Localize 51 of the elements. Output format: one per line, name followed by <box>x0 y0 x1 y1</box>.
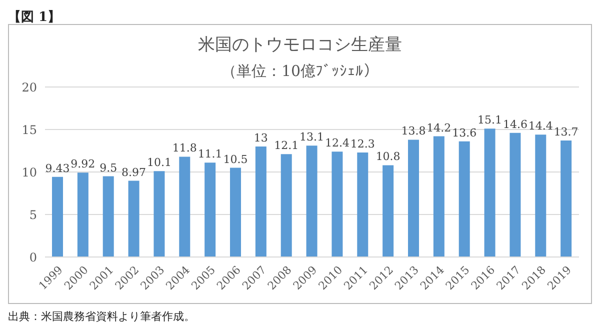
bar <box>154 171 165 257</box>
bar <box>458 141 470 257</box>
y-tick-label: 15 <box>22 122 37 137</box>
data-label: 10.1 <box>146 156 172 170</box>
y-tick-label: 20 <box>22 80 37 94</box>
data-label: 11.8 <box>172 142 197 155</box>
chart-subtitle: （単位：10億ﾌﾞｯｼｪﾙ） <box>220 62 380 81</box>
bar <box>102 176 114 257</box>
bar <box>332 152 343 257</box>
bar <box>357 152 368 257</box>
data-label: 10.8 <box>376 150 400 164</box>
bar <box>560 140 572 257</box>
data-label: 13.6 <box>452 126 477 140</box>
bar <box>510 132 521 257</box>
data-label: 13.7 <box>554 126 578 139</box>
bar <box>484 128 496 257</box>
data-label: 9.92 <box>70 158 96 171</box>
bar <box>382 165 394 257</box>
data-label: 15.1 <box>478 114 502 127</box>
bar <box>255 146 266 257</box>
data-label: 12.3 <box>350 137 375 150</box>
bar <box>433 136 444 257</box>
chart-title: 米国のトウモロコシ生産量 <box>197 34 403 56</box>
bar <box>408 140 419 257</box>
bar <box>179 156 190 257</box>
data-label: 9.43 <box>45 162 70 175</box>
data-label: 11.1 <box>198 148 222 161</box>
y-tick-label: 0 <box>29 250 37 264</box>
data-label: 9.5 <box>100 161 118 174</box>
bar <box>535 134 546 257</box>
data-label: 14.6 <box>502 118 528 131</box>
bar <box>230 168 241 257</box>
bar <box>77 172 88 257</box>
bar <box>128 180 140 257</box>
text: 【図 1】 <box>8 9 62 25</box>
y-tick-label: 10 <box>22 165 37 180</box>
data-label: 13.1 <box>300 130 324 144</box>
data-label: 12.4 <box>324 136 350 150</box>
data-label: 13 <box>254 132 268 144</box>
data-label: 14.4 <box>528 120 553 133</box>
y-tick-label: 5 <box>29 208 37 222</box>
data-label: 13.8 <box>401 124 426 138</box>
source-note: 出典：米国農務省資料より筆者作成。 <box>8 309 196 324</box>
bar <box>306 146 318 257</box>
bar <box>280 154 292 257</box>
data-label: 14.2 <box>426 121 452 134</box>
data-label: 12.1 <box>274 139 299 152</box>
bar <box>52 176 63 257</box>
data-label: 8.97 <box>122 166 146 179</box>
data-label: 10.5 <box>223 152 248 166</box>
bar <box>204 162 216 257</box>
